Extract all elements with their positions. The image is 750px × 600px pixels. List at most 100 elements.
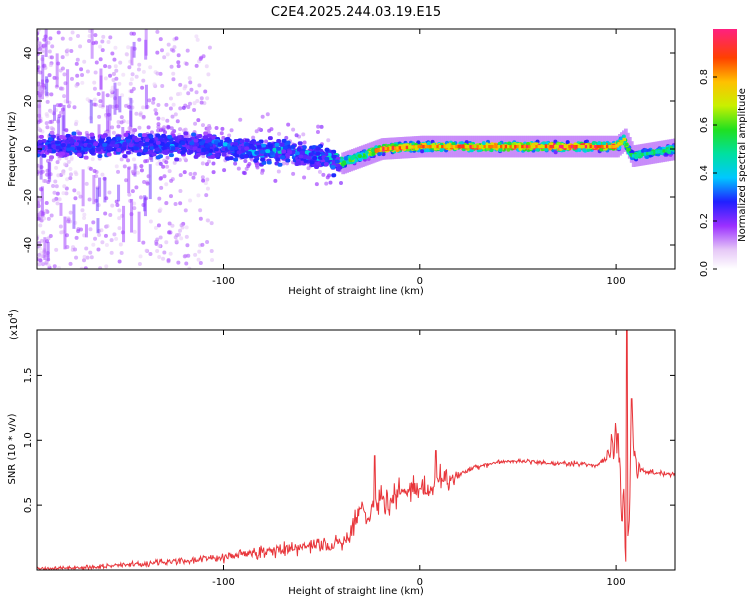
spectrogram-cell [191, 132, 197, 137]
spectrogram-cell [188, 149, 194, 154]
y-tick-label: 0 [23, 146, 34, 152]
spectrogram-cell [66, 147, 72, 152]
spectrogram-cell [137, 125, 142, 130]
spectrogram-cell [591, 141, 596, 146]
spectrogram-cell [130, 198, 134, 233]
spectrogram-cell [107, 190, 112, 195]
spectrogram-cell [154, 111, 159, 116]
spectrogram-cell [132, 229, 137, 234]
spectrogram-cell [47, 49, 52, 54]
spectrogram-cell [142, 148, 148, 153]
x-tick-label: -100 [212, 577, 235, 588]
spectrogram-cell [331, 173, 337, 178]
spectrogram-cell [259, 149, 265, 154]
spectrogram-cell [160, 84, 165, 89]
spectrogram-cell [40, 79, 44, 100]
spectrogram-cell [131, 31, 136, 36]
spectrogram-cell [315, 146, 321, 151]
spectrogram-cell [457, 145, 462, 149]
spectrogram-cell [478, 145, 483, 149]
spectrogram-cell [455, 145, 459, 149]
spectrogram-cell [544, 145, 549, 149]
spectrogram-cell [221, 135, 226, 140]
spectrogram-cell [471, 145, 476, 149]
spectrogram-cell [51, 127, 56, 132]
colorbar-tick-label: 0.4 [699, 165, 710, 181]
spectrogram-cell [109, 93, 114, 98]
spectrogram-cell [561, 145, 565, 149]
spectrogram-cell [158, 235, 163, 240]
spectrogram-cell [55, 145, 61, 150]
spectrogram-cell [60, 36, 65, 41]
spectrogram-cell [98, 44, 103, 49]
spectrogram-cell [103, 76, 108, 81]
spectrogram-cell [277, 162, 283, 167]
spectrogram-cell [178, 106, 183, 111]
spectrogram-cell [537, 145, 542, 149]
spectrogram-cell [57, 197, 62, 202]
spectrogram-cell [49, 55, 54, 60]
spectrogram-cell [273, 178, 278, 183]
spectrogram-cell [638, 153, 643, 157]
spectrogram-cell [51, 198, 56, 203]
spectrogram-cell [653, 150, 657, 155]
spectrogram-cell [319, 124, 324, 129]
spectrogram-cell [128, 81, 133, 86]
spectrogram-cell [286, 122, 291, 127]
spectrogram-cell [135, 170, 140, 175]
spectrogram-cell [199, 100, 204, 105]
spectrogram-cell [181, 105, 186, 110]
spectrogram-cell [54, 165, 59, 170]
snr-series-line [37, 330, 675, 570]
y-tick-label: 20 [23, 95, 34, 108]
spectrogram-cell [106, 152, 112, 157]
spectrogram-cell [207, 133, 213, 138]
spectrogram-cell [109, 250, 114, 255]
spectrogram-cell [295, 158, 301, 163]
spectrogram-cell [66, 69, 70, 104]
spectrogram-cell [130, 169, 135, 174]
spectrogram-cell [193, 138, 199, 143]
spectrogram-cell [85, 255, 90, 260]
spectrogram-cell [448, 145, 452, 149]
spectrogram-cell [45, 76, 49, 96]
spectrogram-cell [249, 140, 255, 145]
spectrogram-cell [426, 145, 431, 149]
spectrogram-cell [111, 130, 116, 135]
spectrogram-cell [667, 148, 671, 152]
spectrogram-cell [228, 156, 234, 161]
spectrogram-cell [151, 96, 156, 101]
spectrogram-cell [125, 138, 131, 143]
spectrogram-cell [91, 220, 96, 225]
spectrogram-cell [162, 125, 167, 130]
spectrogram-cell [69, 139, 75, 144]
spectrogram-cell [169, 64, 174, 69]
spectrogram-cell [127, 167, 131, 194]
spectrogram-cell [107, 120, 111, 150]
spectrogram-cell [97, 124, 101, 144]
spectrogram-cell [255, 165, 260, 170]
spectrogram-cell [344, 156, 349, 161]
spectrogram-cell [206, 72, 211, 77]
spectrogram-cell [129, 89, 134, 94]
spectrogram-cell [193, 252, 198, 257]
spectrogram-cell [75, 34, 80, 39]
spectrogram-cell [613, 145, 617, 149]
spectrogram-cell [148, 251, 153, 256]
spectrogram-cell [389, 146, 393, 150]
spectrogram-cell [599, 147, 604, 152]
spectrogram-cell [73, 122, 78, 127]
spectrogram-cell [47, 73, 52, 78]
spectrogram-cell [143, 197, 147, 217]
spectrogram-cell [39, 238, 44, 243]
spectrogram-cell [499, 145, 504, 149]
spectrogram-cell [179, 223, 184, 228]
spectrogram-cell [108, 73, 113, 78]
spectrogram-cell [261, 160, 267, 165]
spectrogram-cell [87, 34, 92, 39]
spectrogram-cell [192, 101, 197, 106]
spectrogram-cell [40, 49, 45, 54]
spectrogram-cell [156, 103, 161, 108]
spectrogram-cell [269, 127, 274, 132]
spectrogram-cell [76, 191, 81, 196]
